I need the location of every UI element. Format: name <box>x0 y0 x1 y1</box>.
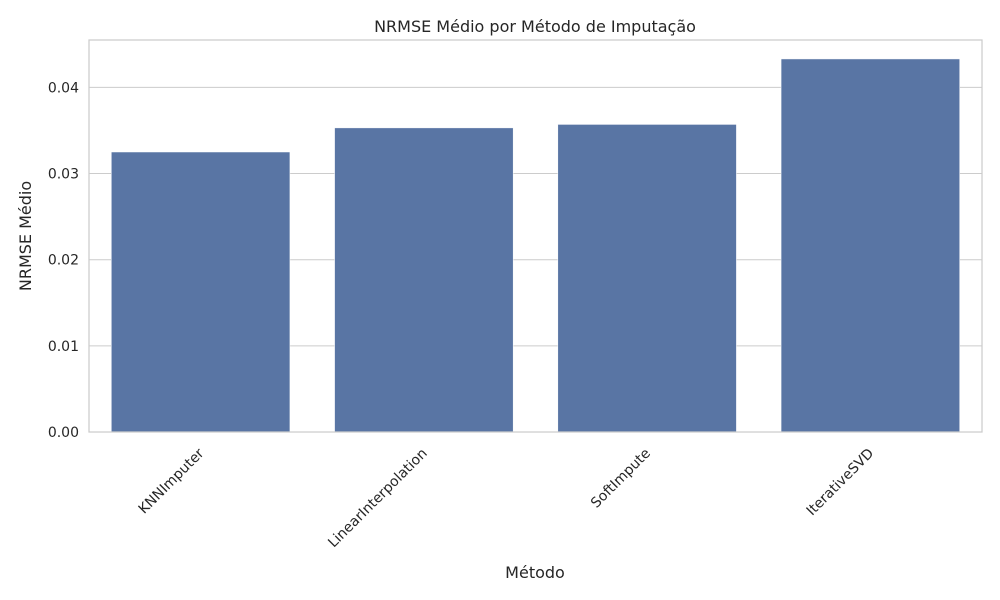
bars <box>111 58 960 433</box>
plot-frame <box>88 39 983 433</box>
y-axis-label: NRMSE Médio <box>16 181 35 291</box>
x-axis-label: Método <box>505 563 565 582</box>
chart-title: NRMSE Médio por Método de Imputação <box>374 17 696 36</box>
bar-knnimputer <box>111 151 291 433</box>
y-tick-label: 0.01 <box>48 339 79 355</box>
bar-softimpute <box>557 124 737 433</box>
bar-linearinterpolation <box>334 127 514 433</box>
y-tick-label: 0.03 <box>48 167 79 183</box>
bar-iterativesvd <box>780 58 960 433</box>
y-tick-label: 0.02 <box>48 253 79 269</box>
y-tick-label: 0.00 <box>48 425 79 441</box>
y-axis-ticks: 0.00 0.01 0.02 0.03 0.04 <box>48 80 79 441</box>
y-tick-label: 0.04 <box>48 80 79 96</box>
